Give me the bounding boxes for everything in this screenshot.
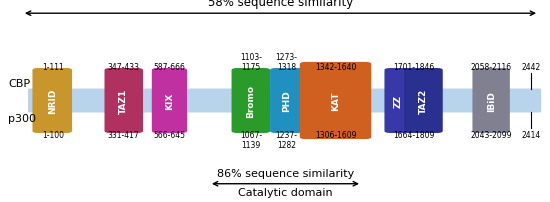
Text: 331-417: 331-417 [108,130,140,139]
Text: 1-100: 1-100 [42,130,64,139]
Text: IBiD: IBiD [487,91,496,111]
Text: 2414: 2414 [521,130,540,139]
Text: 2043-2099: 2043-2099 [470,130,512,139]
FancyBboxPatch shape [28,89,541,113]
Text: KIX: KIX [165,92,174,110]
Text: ZZ: ZZ [394,95,403,107]
Text: 1701-1846: 1701-1846 [393,63,434,72]
FancyBboxPatch shape [104,69,143,133]
FancyBboxPatch shape [300,63,371,139]
Text: Bromo: Bromo [246,85,255,117]
Text: TAZ2: TAZ2 [419,88,428,114]
Text: 1103-
1175: 1103- 1175 [240,53,262,72]
Text: PHD: PHD [282,90,291,112]
Text: Catalytic domain: Catalytic domain [238,187,333,197]
FancyBboxPatch shape [232,69,270,133]
FancyBboxPatch shape [472,69,510,133]
Text: KAT: KAT [331,91,340,111]
Text: NRID: NRID [48,88,57,114]
Text: CBP: CBP [8,78,30,88]
Text: 58% sequence similarity: 58% sequence similarity [208,0,353,8]
Text: 1342-1640: 1342-1640 [315,63,356,72]
Text: TAZ1: TAZ1 [119,88,128,114]
Text: 86% sequence similarity: 86% sequence similarity [217,168,354,178]
FancyBboxPatch shape [152,69,187,133]
Text: p300: p300 [8,114,36,124]
Text: 1-111: 1-111 [42,63,64,72]
Text: 566-645: 566-645 [153,130,185,139]
FancyBboxPatch shape [270,69,303,133]
Text: 2442: 2442 [521,63,540,72]
Text: 1067-
1139: 1067- 1139 [240,130,262,149]
Text: 1237-
1282: 1237- 1282 [276,130,298,149]
Text: 1664-1809: 1664-1809 [393,130,434,139]
Text: 1306-1609: 1306-1609 [315,130,356,139]
FancyBboxPatch shape [384,69,412,133]
FancyBboxPatch shape [404,69,443,133]
Text: 347-433: 347-433 [108,63,140,72]
Text: 1273-
1318: 1273- 1318 [276,53,298,72]
FancyBboxPatch shape [32,69,72,133]
Text: 587-666: 587-666 [153,63,185,72]
Text: 2058-2116: 2058-2116 [471,63,512,72]
